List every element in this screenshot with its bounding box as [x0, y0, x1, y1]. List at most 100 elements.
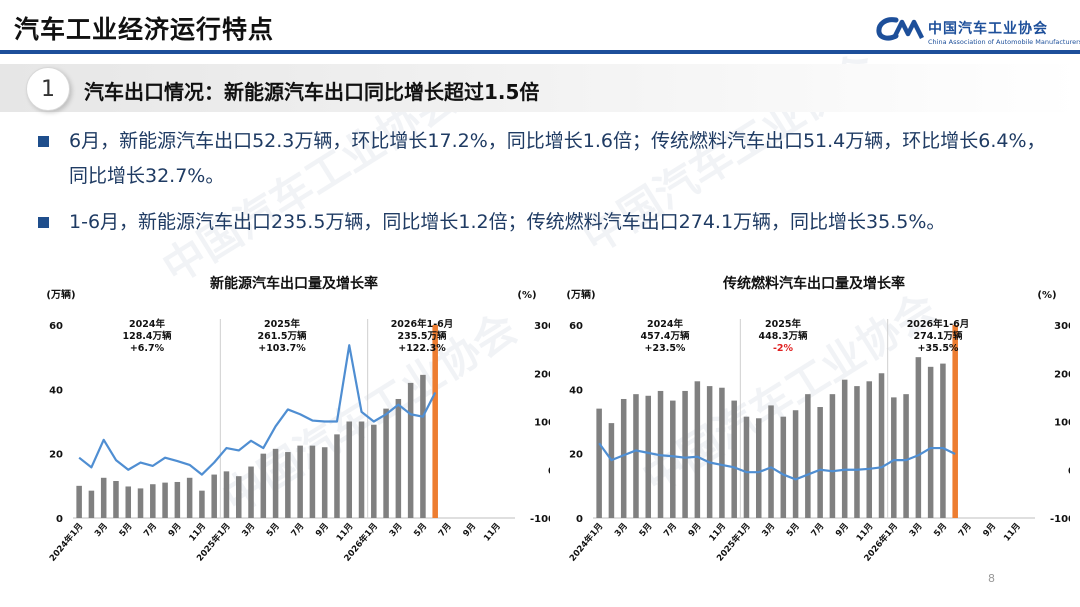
bar: [113, 481, 119, 518]
x-tick-label: 5月: [785, 522, 802, 539]
y-right-tick-label: 200: [1054, 369, 1070, 380]
bar: [878, 373, 885, 518]
x-tick-label: 9月: [167, 522, 184, 539]
bar: [706, 386, 713, 518]
bar: [755, 418, 762, 518]
section-heading: 汽车出口情况：新能源汽车出口同比增长超过1.5倍: [84, 80, 540, 104]
x-tick-label: 11月: [335, 522, 356, 544]
bar: [694, 381, 701, 518]
x-tick-label: 9月: [314, 522, 331, 539]
y-left-unit-label: (万辆): [566, 288, 595, 301]
bar: [199, 490, 205, 518]
y-right-unit-label: (%): [517, 290, 536, 301]
chart-annotation-text: 261.5万辆: [257, 330, 307, 342]
chart-annotation-text: 2026年1-6月: [391, 318, 454, 330]
bar: [768, 405, 774, 518]
bar: [927, 366, 934, 518]
x-tick-label: 5月: [638, 522, 655, 539]
bar: [915, 357, 922, 518]
bar: [841, 379, 848, 518]
y-right-tick-label: 100: [534, 418, 550, 429]
x-tick-label: 3月: [908, 522, 925, 539]
growth-rate-line: [78, 344, 437, 476]
bar: [346, 421, 353, 518]
caam-logo-icon: [876, 17, 925, 41]
bar: [670, 400, 676, 518]
chart-annotation-text: +23.5%: [645, 343, 686, 354]
bar: [174, 481, 181, 518]
bar: [829, 394, 836, 518]
y-right-tick-label: 0: [1068, 466, 1070, 477]
growth-rate-line: [598, 442, 956, 481]
bullet-text: 1-6月，新能源汽车出口235.5万辆，同比增长1.2倍；传统燃料汽车出口274…: [69, 211, 946, 233]
x-tick-label: 2024年1月: [47, 521, 85, 564]
logo-chinese-name: 中国汽车工业协会: [928, 21, 1048, 37]
x-tick-label: 9月: [981, 522, 998, 539]
x-tick-label: 11月: [1002, 522, 1023, 544]
chart-title: 新能源汽车出口量及增长率: [210, 275, 378, 292]
x-tick-label: 5月: [265, 522, 282, 539]
y-right-tick-label: 0: [548, 466, 550, 477]
chart-annotation-text: +103.7%: [258, 343, 306, 354]
bar: [285, 452, 291, 518]
x-tick-label: 5月: [118, 522, 135, 539]
x-tick-label: 3月: [388, 522, 405, 539]
chart-nev-exports: 新能源汽车出口量及增长率 (万辆) (%) 0 20 40 60 -100 0 100 200 300…: [30, 268, 550, 573]
x-tick-label: 7月: [957, 522, 974, 539]
bar: [223, 471, 230, 518]
bar: [395, 398, 402, 518]
x-tick-label: 9月: [834, 522, 851, 539]
bar: [620, 398, 627, 518]
x-tick-label: 2024年1月: [567, 521, 605, 564]
chart-ice-exports-svg: 传统燃料汽车出口量及增长率 (万辆) (%) 0 20 40 60 -100 0 100 200 30…: [566, 275, 1070, 564]
page-title: 汽车工业经济运行特点: [14, 15, 275, 44]
y-right-tick-label: 100: [1054, 418, 1070, 429]
chart-annotation-text: 235.5万辆: [397, 330, 447, 342]
x-tick-label: 7月: [142, 522, 159, 539]
bar: [272, 448, 279, 518]
bar: [891, 397, 897, 518]
x-tick-label: 9月: [461, 522, 478, 539]
bar: [309, 445, 316, 518]
bar: [805, 394, 811, 518]
section-band: [0, 64, 1080, 112]
bar: [645, 395, 652, 518]
chart-annotation-text: +6.7%: [130, 343, 165, 354]
bar: [682, 390, 688, 518]
bar: [420, 374, 426, 518]
chart-annotation-text: 2024年: [647, 318, 683, 330]
y-right-tick-label: 300: [1054, 321, 1070, 332]
x-tick-label: 11月: [187, 522, 208, 544]
bar: [371, 424, 377, 518]
y-right-tick-label: -100: [1050, 514, 1070, 525]
bar: [150, 484, 156, 518]
logo-english-name: China Association of Automobile Manufact…: [928, 38, 1080, 46]
bullet-item: 1-6月，新能源汽车出口235.5万辆，同比增长1.2倍；传统燃料汽车出口274…: [38, 205, 1063, 240]
y-right-unit-label: (%): [1037, 290, 1056, 301]
bar: [186, 477, 193, 518]
bar: [633, 394, 639, 518]
bullet-square-icon: [38, 136, 49, 147]
x-tick-label: 9月: [687, 522, 704, 539]
bar: [743, 416, 750, 518]
bar: [866, 381, 873, 518]
bar: [792, 410, 799, 518]
y-left-tick-label: 0: [576, 514, 583, 525]
y-right-tick-label: 200: [534, 369, 550, 380]
chart-annotation-text: +122.3%: [398, 343, 446, 354]
bar: [88, 490, 95, 518]
chart-annotation-text: 2025年: [765, 318, 801, 330]
title-divider: [0, 50, 1080, 54]
x-tick-label: 7月: [810, 522, 827, 539]
bar-highlight: [952, 325, 958, 518]
chart-annotation-text: 128.4万辆: [122, 330, 172, 342]
x-tick-label: 7月: [437, 522, 454, 539]
bar: [137, 488, 144, 518]
y-left-tick-label: 60: [49, 321, 63, 332]
bar: [780, 416, 787, 518]
bar: [903, 394, 909, 518]
chart-annotation-text: +35.5%: [918, 343, 959, 354]
y-left-unit-label: (万辆): [46, 288, 75, 301]
bar: [719, 387, 725, 518]
y-left-tick-label: 20: [49, 450, 63, 461]
